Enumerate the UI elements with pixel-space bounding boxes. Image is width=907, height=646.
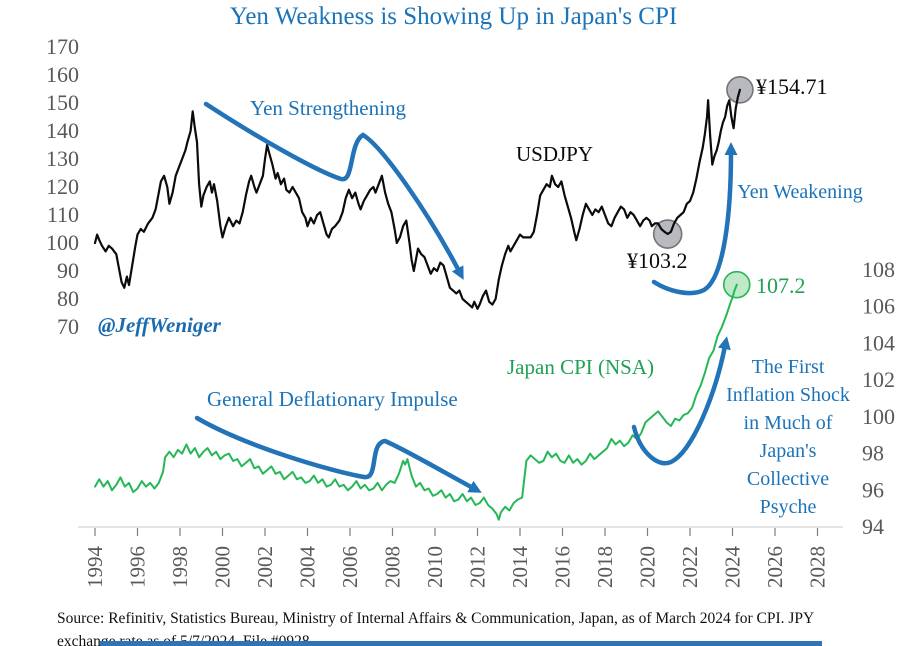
inflation-shock-line-1: The First	[751, 356, 825, 378]
left-axis-tick-label: 130	[46, 146, 79, 171]
left-axis-tick-label: 170	[46, 34, 79, 59]
left-axis-tick-label: 80	[57, 286, 79, 311]
x-axis-tick-label: 2014	[508, 546, 532, 589]
usdjpy-line	[93, 88, 742, 310]
inflation-shock-line-4: Japan's	[759, 440, 817, 462]
x-axis-tick-label: 2022	[678, 546, 702, 588]
x-axis-tick-label: 2012	[466, 546, 490, 588]
x-axis-tick-label: 2016	[551, 546, 575, 588]
right-axis-tick-label: 108	[862, 257, 895, 282]
x-axis-tick-label: 2026	[763, 546, 787, 588]
right-axis-tick-label: 96	[862, 477, 884, 502]
yen-weakening-annotation: Yen Weakening	[737, 181, 863, 203]
usdjpy-peak-value-label: ¥154.71	[756, 74, 828, 99]
yen-strengthening-annotation: Yen Strengthening	[250, 96, 406, 120]
inflation-shock-line-2: Inflation Shock	[726, 384, 850, 406]
source-note-line-1: Source: Refinitiv, Statistics Bureau, Mi…	[57, 610, 815, 627]
x-axis-tick-label: 2010	[423, 546, 447, 588]
left-axis-tick-label: 110	[47, 202, 79, 227]
x-axis-tick-label: 2008	[381, 546, 405, 588]
x-axis-tick-label: 2002	[253, 546, 277, 588]
yen-strengthening-arrow	[203, 101, 464, 280]
left-axis-tick-label: 90	[57, 258, 79, 283]
series-layer	[93, 88, 742, 521]
cpi-latest-value-label: 107.2	[756, 273, 806, 298]
right-axis-tick-label: 100	[862, 404, 895, 429]
left-axis-tick-label: 100	[46, 230, 79, 255]
cpi-line	[94, 283, 738, 521]
arrows-layer	[194, 101, 738, 493]
inflation-shock-line-3: in Much of	[743, 412, 833, 434]
yen-weakening-arrow	[651, 142, 738, 296]
left-axis-tick-label: 150	[46, 90, 79, 115]
inflation-shock-annotation: The First Inflation Shock in Much of Jap…	[707, 353, 869, 521]
right-axis-tick-label: 98	[862, 441, 884, 466]
usdjpy-series-label: USDJPY	[516, 142, 594, 166]
x-axis-tick-label: 2020	[636, 546, 660, 588]
x-axis-tick-label: 2028	[806, 546, 830, 588]
x-axis-tick-label: 2004	[296, 546, 320, 589]
x-axis-tick-label: 2018	[593, 546, 617, 588]
x-axis-tick-label: 2000	[211, 546, 235, 588]
right-axis-tick-label: 102	[862, 367, 895, 392]
left-axis-tick-label: 120	[46, 174, 79, 199]
inflation-shock-arrow	[631, 336, 731, 466]
right-axis-tick-label: 104	[862, 330, 895, 355]
axes-layer: 1994 1996 1998 2000 2002 2004 2006 2008 2010 2012…	[46, 34, 895, 588]
inflation-shock-line-6: Psyche	[759, 496, 817, 518]
left-axis-tick-label: 160	[46, 62, 79, 87]
x-axis-tick-label: 1994	[83, 546, 107, 589]
left-axis-tick-label: 70	[57, 314, 79, 339]
cpi-series-label: Japan CPI (NSA)	[507, 355, 654, 379]
right-axis-tick-label: 106	[862, 294, 895, 319]
x-axis-tick-label: 2024	[721, 546, 745, 589]
inflation-shock-line-5: Collective	[746, 468, 830, 490]
x-axis-tick-label: 2006	[338, 546, 362, 588]
footer-accent-bar	[100, 641, 822, 646]
author-watermark: @JeffWeniger	[98, 313, 221, 337]
left-axis-tick-label: 140	[46, 118, 79, 143]
chart-title: Yen Weakness is Showing Up in Japan's CP…	[229, 3, 678, 30]
deflationary-impulse-arrow	[194, 415, 482, 493]
usdjpy-dip-value-label: ¥103.2	[627, 248, 688, 273]
x-axis-tick-label: 1996	[126, 546, 150, 588]
deflationary-impulse-annotation: General Deflationary Impulse	[207, 387, 458, 411]
x-axis-tick-label: 1998	[168, 546, 192, 588]
right-axis-tick-label: 94	[862, 514, 884, 539]
